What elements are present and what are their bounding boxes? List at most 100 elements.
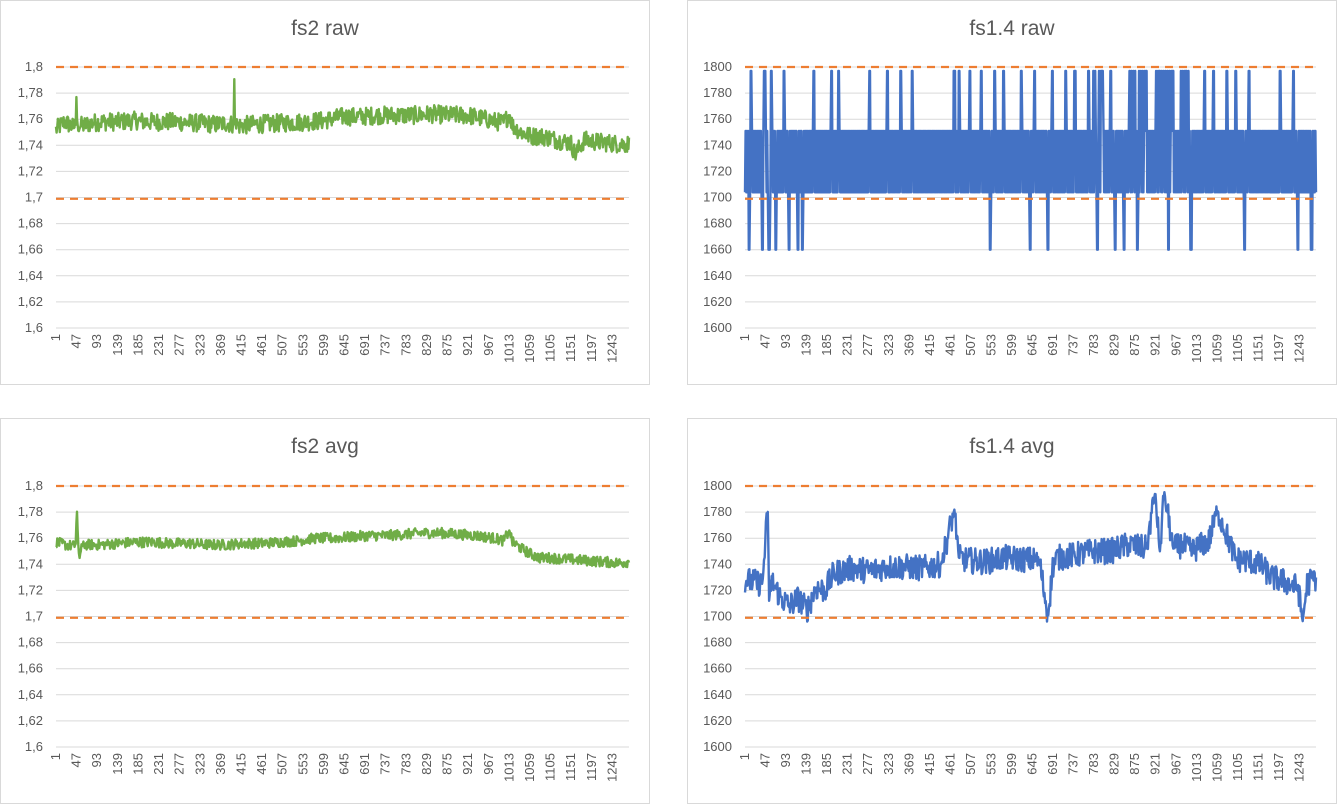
x-tick-label: 47 [69,753,84,767]
y-tick-label: 1,6 [25,739,43,754]
series-line [55,510,631,569]
x-tick-label: 1197 [584,334,599,362]
y-tick-label: 1780 [703,85,732,100]
x-tick-label: 415 [233,334,248,356]
y-tick-label: 1,8 [25,478,43,493]
series-line [743,490,1318,623]
y-tick-label: 1720 [703,582,732,597]
x-tick-label: 645 [1025,753,1040,775]
x-tick-label: 139 [110,753,125,775]
y-tick-label: 1620 [703,713,732,728]
x-tick-label: 231 [151,334,166,356]
x-tick-label: 323 [881,334,896,356]
x-tick-label: 967 [481,334,496,356]
x-tick-label: 1013 [1189,334,1204,363]
chart-plot: 1,8 1,78 1,76 1,74 1,72 1,7 1,68 1,66 1,64 1,62 1,… [18,478,631,782]
x-tick-label: 1 [737,334,752,341]
x-tick-label: 277 [172,753,187,775]
chart-plot: 1800 1780 1760 1740 1720 1700 1680 1660 1640 1620… [703,478,1318,782]
x-tick-label: 829 [419,753,434,775]
x-tick-label: 1059 [1209,334,1224,363]
x-tick-label: 507 [275,753,290,775]
x-tick-label: 1105 [543,334,558,362]
y-tick-label: 1640 [703,268,732,283]
y-tick-label: 1780 [703,504,732,519]
y-tick-label: 1680 [703,635,732,650]
x-tick-label: 599 [316,334,331,356]
x-tick-label: 461 [942,334,957,356]
x-tick-label: 1197 [1271,334,1286,362]
y-tick-label: 1620 [703,294,732,309]
series-line [743,69,1318,251]
y-tick-label: 1800 [703,478,732,493]
x-tick-label: 1151 [1250,334,1265,362]
y-tick-label: 1680 [703,216,732,231]
x-tick-label: 645 [337,753,352,775]
x-tick-label: 415 [922,334,937,356]
x-tick-label: 1197 [584,753,599,781]
y-tick-label: 1740 [703,556,732,571]
y-tick-label: 1,76 [18,111,43,126]
y-tick-label: 1,68 [18,635,43,650]
y-tick-label: 1660 [703,242,732,257]
x-tick-label: 507 [963,753,978,775]
x-tick-label: 1013 [501,753,516,782]
y-tick-label: 1,78 [18,85,43,100]
x-tick-label: 461 [254,334,269,356]
x-tick-label: 47 [758,753,773,767]
x-tick-label: 967 [481,753,496,775]
x-tick-label: 93 [778,753,793,767]
x-tick-label: 507 [275,334,290,356]
x-tick-label: 921 [1148,334,1163,356]
x-tick-label: 277 [860,753,875,775]
y-tick-label: 1,7 [25,190,43,205]
x-tick-label: 415 [922,753,937,775]
x-tick-label: 599 [1004,753,1019,775]
x-tick-label: 93 [89,334,104,348]
y-tick-label: 1,74 [18,137,43,152]
x-tick-label: 1059 [1209,753,1224,782]
x-tick-label: 1 [737,753,752,760]
x-tick-label: 507 [963,334,978,356]
y-tick-label: 1,64 [18,687,43,702]
x-tick-label: 737 [378,334,393,356]
x-tick-label: 369 [901,753,916,775]
x-tick-label: 691 [357,334,372,356]
x-tick-label: 553 [295,334,310,356]
x-tick-label: 921 [460,753,475,775]
x-tick-label: 185 [819,334,834,356]
x-tick-label: 1 [48,334,63,341]
x-tick-label: 1151 [563,334,578,362]
x-tick-label: 1243 [604,334,619,363]
x-tick-label: 921 [460,334,475,356]
x-tick-label: 47 [69,334,84,348]
y-tick-label: 1,66 [18,661,43,676]
x-tick-label: 277 [172,334,187,356]
x-tick-label: 645 [337,334,352,356]
x-tick-label: 185 [819,753,834,775]
x-tick-label: 1151 [1250,753,1265,781]
x-tick-label: 93 [89,753,104,767]
y-tick-label: 1640 [703,687,732,702]
x-tick-label: 967 [1168,753,1183,775]
x-tick-label: 553 [983,334,998,356]
x-tick-label: 783 [398,334,413,356]
x-tick-label: 691 [1045,334,1060,356]
y-tick-label: 1,66 [18,242,43,257]
x-tick-label: 1105 [543,753,558,781]
x-tick-label: 1013 [1189,753,1204,782]
x-tick-label: 323 [881,753,896,775]
chart-card-fs1.4-avg: fs1.4 avg 1800 1780 1760 1740 1720 1700 1680 16… [687,418,1337,804]
y-tick-label: 1,72 [18,582,43,597]
y-tick-label: 1600 [703,739,732,754]
x-tick-label: 1059 [522,334,537,363]
x-tick-label: 645 [1025,334,1040,356]
x-tick-label: 1243 [1291,753,1306,782]
x-tick-label: 737 [378,753,393,775]
y-tick-label: 1700 [703,609,732,624]
x-tick-label: 553 [983,753,998,775]
y-tick-label: 1,6 [25,320,43,335]
series-line [54,77,631,161]
chart-title: fs2 raw [291,17,359,40]
x-tick-label: 323 [192,753,207,775]
